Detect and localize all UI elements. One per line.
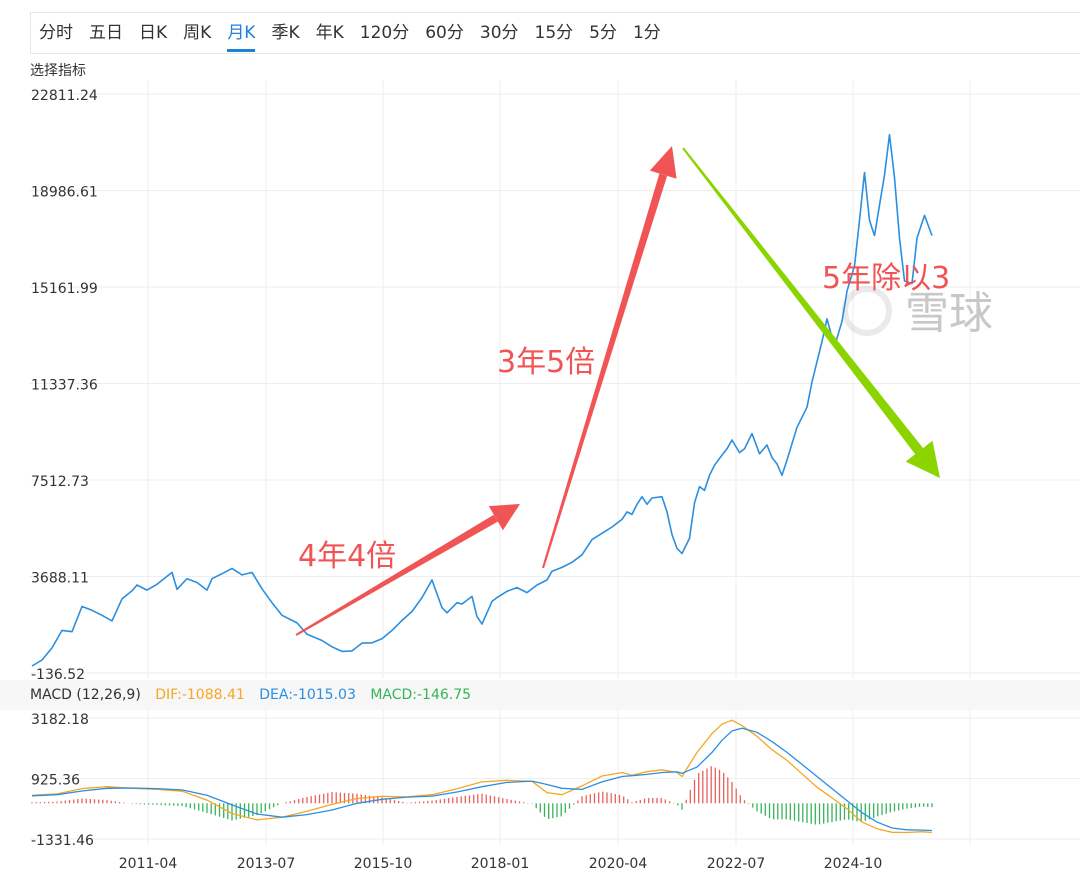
tab-12[interactable]: 1分 <box>632 23 661 43</box>
price-y-tick: 3688.11 <box>31 571 89 587</box>
macd-lines <box>31 719 933 834</box>
tab-0[interactable]: 分时 <box>39 23 73 43</box>
dif-line <box>31 719 933 834</box>
arrow-3y5x <box>542 146 677 569</box>
x-tick: 2020-04 <box>589 856 648 872</box>
x-tick: 2024-10 <box>824 856 883 872</box>
price-y-tick: 11337.36 <box>31 378 98 394</box>
xueqiu-watermark: 雪球 <box>842 286 993 339</box>
price-chart: 雪球 22811.24 18986.61 15161.99 11337.36 7512.… <box>30 80 1080 680</box>
tab-3[interactable]: 周K <box>183 23 212 43</box>
macd-dea-value: DEA:-1015.03 <box>259 687 356 703</box>
xueqiu-logo-icon <box>842 286 892 336</box>
macd-y-tick: -1331.46 <box>31 833 94 849</box>
dea-line <box>31 727 933 832</box>
tab-6[interactable]: 年K <box>315 23 344 43</box>
tab-9[interactable]: 30分 <box>479 23 519 43</box>
x-tick: 2022-07 <box>707 856 766 872</box>
macd-title: MACD (12,26,9) <box>30 687 141 703</box>
tab-4[interactable]: 月K <box>227 13 256 53</box>
tab-10[interactable]: 15分 <box>534 23 574 43</box>
tab-2[interactable]: 日K <box>139 23 168 43</box>
price-series <box>31 133 933 667</box>
price-y-tick: -136.52 <box>31 667 85 680</box>
macd-header: MACD (12,26,9) DIF:-1088.41 DEA:-1015.03… <box>0 680 1080 710</box>
trend-arrows: 4年4倍 3年5倍 5年除以3 <box>295 146 950 636</box>
macd-dif-value: DIF:-1088.41 <box>155 687 245 703</box>
tab-7[interactable]: 120分 <box>359 23 410 43</box>
price-grid <box>30 80 1080 678</box>
indicator-select[interactable]: 选择指标 <box>30 63 86 79</box>
arrow-4y4x <box>295 504 520 636</box>
x-tick: 2015-10 <box>354 856 413 872</box>
time-x-axis: 2011-04 2013-07 2015-10 2018-01 2020-04 2022-… <box>119 856 883 872</box>
macd-y-tick: 925.36 <box>31 773 80 789</box>
x-tick: 2018-01 <box>471 856 530 872</box>
tab-5[interactable]: 季K <box>271 23 300 43</box>
price-line <box>31 133 933 667</box>
period-tab-bar: 分时 五日 日K 周K 月K 季K 年K 120分 60分 30分 15分 5分 1分 <box>30 12 1080 54</box>
price-y-axis: 22811.24 18986.61 15161.99 11337.36 7512.73 3… <box>31 88 98 680</box>
annotation-5y-div3: 5年除以3 <box>822 261 950 296</box>
annotation-4y4x: 4年4倍 <box>298 539 396 574</box>
price-y-tick: 7512.73 <box>31 474 89 490</box>
tab-11[interactable]: 5分 <box>589 23 617 43</box>
tab-8[interactable]: 60分 <box>425 23 464 43</box>
macd-grid <box>30 710 1080 845</box>
macd-chart: 3182.18 925.36 -1331.46 2011-04 2013-07 2015… <box>30 710 1080 872</box>
price-y-tick: 18986.61 <box>31 185 98 201</box>
annotation-3y5x: 3年5倍 <box>497 345 595 380</box>
macd-y-axis: 3182.18 925.36 -1331.46 <box>31 712 94 849</box>
macd-histogram <box>31 766 933 825</box>
tab-1[interactable]: 五日 <box>89 23 123 43</box>
arrow-5y-div3 <box>682 147 940 478</box>
x-tick: 2013-07 <box>237 856 296 872</box>
price-y-tick: 15161.99 <box>31 281 98 297</box>
macd-value: MACD:-146.75 <box>370 687 472 703</box>
macd-y-tick: 3182.18 <box>31 712 89 728</box>
x-tick: 2011-04 <box>119 856 178 872</box>
price-y-tick: 22811.24 <box>31 88 98 104</box>
watermark-text: 雪球 <box>905 288 993 339</box>
